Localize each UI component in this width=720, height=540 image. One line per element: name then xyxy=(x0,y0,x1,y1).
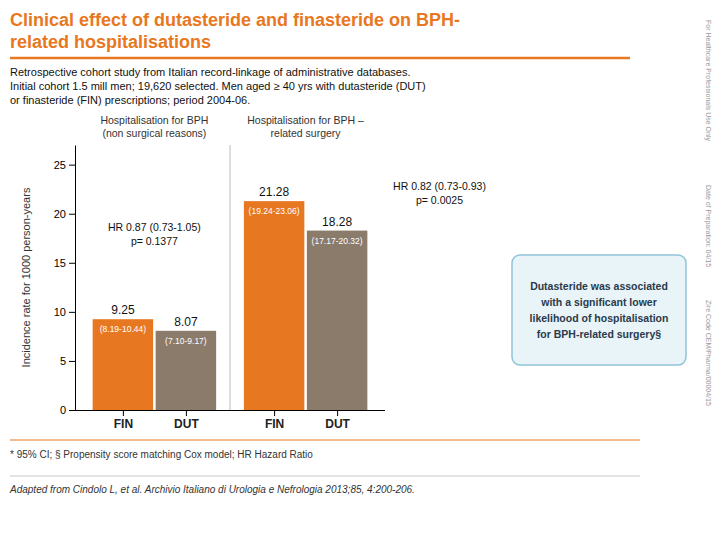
text-line: HR 0.87 (0.73-1.05) xyxy=(108,221,201,233)
x-tick-label: DUT xyxy=(174,417,199,431)
y-tick-label: 25 xyxy=(54,159,66,171)
side-note: Zire Code CEM/Pharma/00004/15 xyxy=(705,300,712,406)
x-tick-mark xyxy=(274,410,275,416)
x-tick-label: DUT xyxy=(325,417,350,431)
y-axis: 0 5 10 15 20 25 xyxy=(54,146,76,417)
chart: Clinical effect of dutasteride and finas… xyxy=(0,0,720,540)
y-tick-mark xyxy=(69,214,75,215)
y-tick: 20 xyxy=(54,208,75,220)
callout-text: Dutasteride was associated with a signifi… xyxy=(530,280,669,340)
text-line: Clinical effect of dutasteride and finas… xyxy=(10,10,460,30)
y-tick-mark xyxy=(69,361,75,362)
footnote-rule xyxy=(10,440,640,441)
text-line: for BPH-related surgery§ xyxy=(537,328,661,340)
footnote: Adapted from Cindolo L, et al. Archivio … xyxy=(9,484,415,495)
y-axis-title: Incidence rate for 1000 person-years xyxy=(20,187,32,367)
text-line: with a significant lower xyxy=(540,296,657,308)
hr-annotation: HR 0.82 (0.73-0.93) p= 0.0025 xyxy=(393,180,486,206)
y-axis-line xyxy=(75,146,76,411)
group-divider xyxy=(230,145,231,410)
text-line: likelihood of hospitalisation xyxy=(530,312,669,324)
group-label: Hospitalisation for BPH(non surgical rea… xyxy=(100,114,208,139)
title-rule xyxy=(10,57,630,60)
bar xyxy=(244,201,304,410)
text-line: HR 0.82 (0.73-0.93) xyxy=(393,180,486,192)
ci-label: (17.17-20.32) xyxy=(312,236,363,246)
text-line: Initial cohort 1.5 mill men; 19,620 sele… xyxy=(10,80,426,92)
ci-label: (7.10-9.17) xyxy=(165,336,207,346)
bars xyxy=(93,201,368,410)
subtitle: Retrospective cohort study from Italian … xyxy=(10,66,426,106)
x-tick: FIN xyxy=(265,410,284,431)
text-line: Dutasteride was associated xyxy=(530,280,668,292)
ci-label: (8.19-10.44) xyxy=(100,324,146,334)
bar xyxy=(307,231,367,410)
text-line: related surgery xyxy=(271,127,342,139)
y-tick: 10 xyxy=(54,306,75,318)
group-label: Hospitalisation for BPH –related surgery xyxy=(247,114,364,139)
bar xyxy=(93,319,153,410)
text-line: or finasteride (FIN) prescriptions; peri… xyxy=(10,94,250,106)
x-tick-label: FIN xyxy=(114,417,133,431)
y-tick-mark xyxy=(69,410,75,411)
text-line: Retrospective cohort study from Italian … xyxy=(10,66,410,78)
x-axis: FIN DUT FIN DUT xyxy=(75,410,385,431)
y-tick-label: 0 xyxy=(60,404,66,416)
bar xyxy=(156,331,216,410)
y-tick-mark xyxy=(69,263,75,264)
y-tick-mark xyxy=(69,312,75,313)
data-label: 8.07 xyxy=(174,315,198,329)
ci-label: (19.24-23.06) xyxy=(249,206,300,216)
data-label: 21.28 xyxy=(259,185,289,199)
data-label: 18.28 xyxy=(322,215,352,229)
y-tick-label: 10 xyxy=(54,306,66,318)
x-axis-line xyxy=(75,410,385,411)
y-tick: 25 xyxy=(54,159,75,171)
text-line: p= 0.1377 xyxy=(131,235,178,247)
x-tick-mark xyxy=(186,410,187,416)
y-tick: 15 xyxy=(54,257,75,269)
footnote-separator xyxy=(10,476,640,477)
title: Clinical effect of dutasteride and finas… xyxy=(10,10,460,52)
x-tick-mark xyxy=(337,410,338,416)
x-tick-mark xyxy=(123,410,124,416)
side-note: Date of Preparation: 04/15 xyxy=(704,185,712,267)
callout-box xyxy=(512,255,686,365)
x-tick: DUT xyxy=(174,410,199,431)
x-tick-label: FIN xyxy=(265,417,284,431)
y-tick-label: 15 xyxy=(54,257,66,269)
footnote: * 95% CI; § Propensity score matching Co… xyxy=(10,449,313,460)
hr-annotation: HR 0.87 (0.73-1.05) p= 0.1377 xyxy=(108,221,201,247)
y-tick-mark xyxy=(69,165,75,166)
y-tick: 5 xyxy=(60,355,75,367)
y-tick-label: 20 xyxy=(54,208,66,220)
x-tick: FIN xyxy=(114,410,133,431)
text-line: Hospitalisation for BPH xyxy=(100,114,208,126)
y-tick: 0 xyxy=(60,404,75,416)
data-label: 9.25 xyxy=(111,303,135,317)
text-line: (non surgical reasons) xyxy=(102,127,206,139)
text-line: Hospitalisation for BPH – xyxy=(247,114,364,126)
text-line: p= 0.0025 xyxy=(416,194,463,206)
side-note: For Healthcare Professionals Use Only xyxy=(704,20,712,141)
y-tick-label: 5 xyxy=(60,355,66,367)
text-line: related hospitalisations xyxy=(10,32,211,52)
x-tick: DUT xyxy=(325,410,350,431)
bar-labels: 9.25 8.07 21.28 18.28 (8.19-10.44) (7.10-9.17… xyxy=(100,185,363,346)
